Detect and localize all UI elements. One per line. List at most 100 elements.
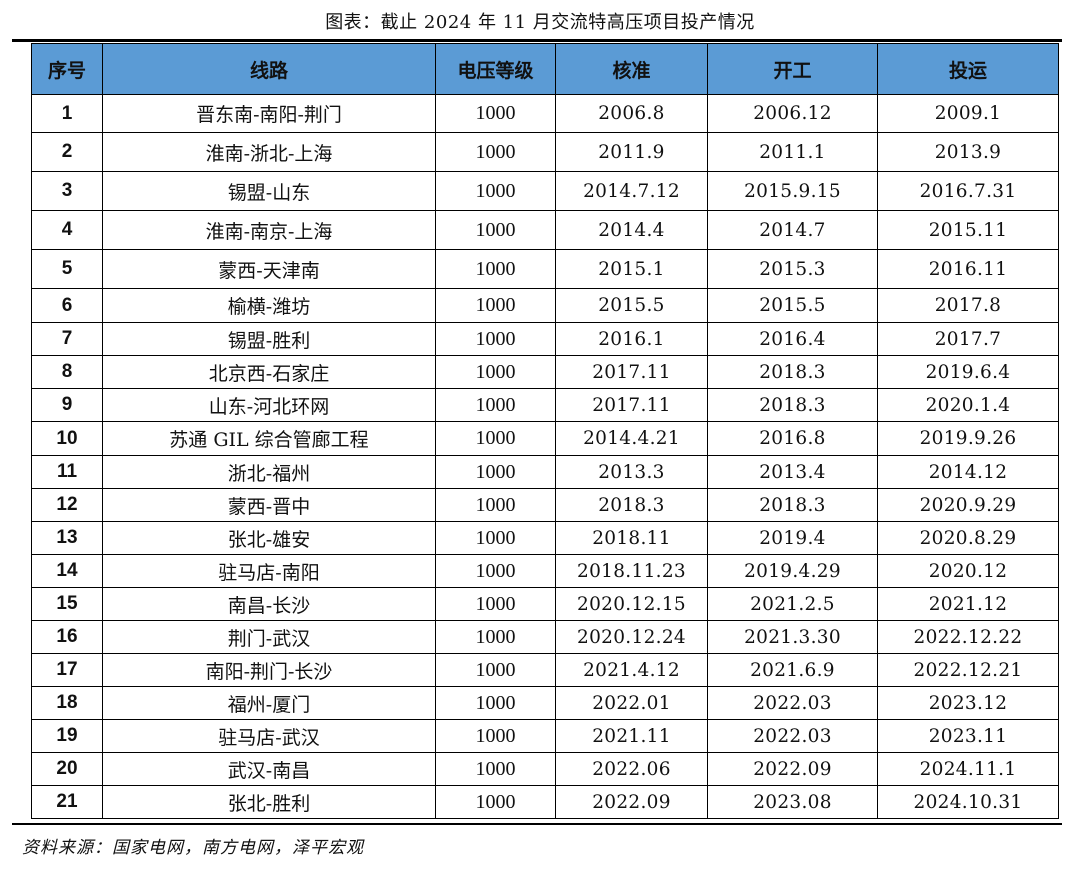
cell-index: 5 [31,249,103,289]
cell-line: 淮南-南京-上海 [102,210,436,250]
cell-in-operation: 2022.12.22 [877,620,1059,654]
cell-construction-start: 2019.4.29 [707,554,878,588]
cell-index: 16 [31,620,103,654]
cell-index: 21 [31,785,103,819]
cell-approved: 2013.3 [555,455,708,489]
table-row: 8 北京西-石家庄 1000 2017.11 2018.3 2019.6.4 [31,355,1059,389]
table-header-row: 序号 线路 电压等级 核准 开工 投运 [31,43,1059,95]
cell-construction-start: 2022.03 [707,686,878,720]
cell-voltage: 1000 [435,355,556,389]
cell-construction-start: 2021.6.9 [707,653,878,687]
cell-construction-start: 2013.4 [707,455,878,489]
cell-voltage: 1000 [435,587,556,621]
table-row: 15 南昌-长沙 1000 2020.12.15 2021.2.5 2021.12 [31,587,1059,621]
cell-approved: 2018.11.23 [555,554,708,588]
cell-approved: 2022.01 [555,686,708,720]
cell-approved: 2020.12.24 [555,620,708,654]
header-voltage: 电压等级 [435,43,556,95]
cell-line: 蒙西-晋中 [102,488,436,522]
cell-voltage: 1000 [435,210,556,250]
cell-line: 淮南-浙北-上海 [102,132,436,172]
table-row: 1 晋东南-南阳-荆门 1000 2006.8 2006.12 2009.1 [31,94,1059,133]
cell-construction-start: 2015.3 [707,249,878,289]
table-row: 16 荆门-武汉 1000 2020.12.24 2021.3.30 2022.12.22 [31,620,1059,654]
cell-in-operation: 2024.10.31 [877,785,1059,819]
cell-approved: 2015.5 [555,288,708,323]
cell-in-operation: 2013.9 [877,132,1059,172]
cell-in-operation: 2023.11 [877,719,1059,753]
cell-construction-start: 2018.3 [707,355,878,389]
cell-voltage: 1000 [435,752,556,786]
cell-line: 福州-厦门 [102,686,436,720]
cell-approved: 2015.1 [555,249,708,289]
cell-in-operation: 2020.8.29 [877,521,1059,555]
cell-line: 晋东南-南阳-荆门 [102,94,436,133]
cell-voltage: 1000 [435,249,556,289]
cell-approved: 2018.11 [555,521,708,555]
cell-voltage: 1000 [435,488,556,522]
cell-in-operation: 2022.12.21 [877,653,1059,687]
table-row: 21 张北-胜利 1000 2022.09 2023.08 2024.10.31 [31,785,1059,819]
cell-index: 7 [31,322,103,356]
cell-in-operation: 2009.1 [877,94,1059,133]
cell-construction-start: 2015.9.15 [707,171,878,211]
cell-in-operation: 2014.12 [877,455,1059,489]
cell-voltage: 1000 [435,554,556,588]
cell-construction-start: 2022.03 [707,719,878,753]
cell-in-operation: 2020.12 [877,554,1059,588]
cell-approved: 2006.8 [555,94,708,133]
cell-line: 锡盟-胜利 [102,322,436,356]
cell-approved: 2022.06 [555,752,708,786]
cell-voltage: 1000 [435,94,556,133]
table-row: 5 蒙西-天津南 1000 2015.1 2015.3 2016.11 [31,249,1059,289]
header-approved: 核准 [555,43,708,95]
cell-approved: 2017.11 [555,388,708,422]
cell-index: 18 [31,686,103,720]
table-row: 14 驻马店-南阳 1000 2018.11.23 2019.4.29 2020.12 [31,554,1059,588]
cell-approved: 2016.1 [555,322,708,356]
cell-construction-start: 2016.4 [707,322,878,356]
cell-line: 驻马店-武汉 [102,719,436,753]
table-row: 19 驻马店-武汉 1000 2021.11 2022.03 2023.11 [31,719,1059,753]
cell-in-operation: 2019.9.26 [877,421,1059,456]
cell-voltage: 1000 [435,521,556,555]
cell-line: 武汉-南昌 [102,752,436,786]
cell-approved: 2021.11 [555,719,708,753]
cell-line: 蒙西-天津南 [102,249,436,289]
cell-index: 19 [31,719,103,753]
cell-in-operation: 2016.11 [877,249,1059,289]
cell-approved: 2020.12.15 [555,587,708,621]
cell-construction-start: 2018.3 [707,488,878,522]
cell-voltage: 1000 [435,785,556,819]
cell-index: 6 [31,288,103,323]
cell-index: 20 [31,752,103,786]
cell-index: 4 [31,210,103,250]
cell-approved: 2014.4.21 [555,421,708,456]
table-row: 4 淮南-南京-上海 1000 2014.4 2014.7 2015.11 [31,210,1059,250]
cell-construction-start: 2022.09 [707,752,878,786]
uhv-projects-table: 序号 线路 电压等级 核准 开工 投运 1 晋东南-南阳-荆门 1000 2006.8… [31,43,1059,819]
cell-index: 9 [31,388,103,422]
cell-line: 张北-雄安 [102,521,436,555]
cell-in-operation: 2017.7 [877,322,1059,356]
cell-line: 驻马店-南阳 [102,554,436,588]
cell-index: 3 [31,171,103,211]
cell-line: 山东-河北环网 [102,388,436,422]
cell-in-operation: 2020.9.29 [877,488,1059,522]
cell-construction-start: 2016.8 [707,421,878,456]
cell-voltage: 1000 [435,653,556,687]
cell-in-operation: 2015.11 [877,210,1059,250]
cell-in-operation: 2017.8 [877,288,1059,323]
cell-approved: 2011.9 [555,132,708,172]
cell-index: 11 [31,455,103,489]
cell-line: 苏通 GIL 综合管廊工程 [102,421,436,456]
cell-line: 南阳-荆门-长沙 [102,653,436,687]
cell-line: 荆门-武汉 [102,620,436,654]
cell-in-operation: 2023.12 [877,686,1059,720]
cell-index: 10 [31,421,103,456]
cell-in-operation: 2024.11.1 [877,752,1059,786]
cell-voltage: 1000 [435,288,556,323]
table-row: 2 淮南-浙北-上海 1000 2011.9 2011.1 2013.9 [31,132,1059,172]
cell-index: 8 [31,355,103,389]
header-line: 线路 [102,43,436,95]
